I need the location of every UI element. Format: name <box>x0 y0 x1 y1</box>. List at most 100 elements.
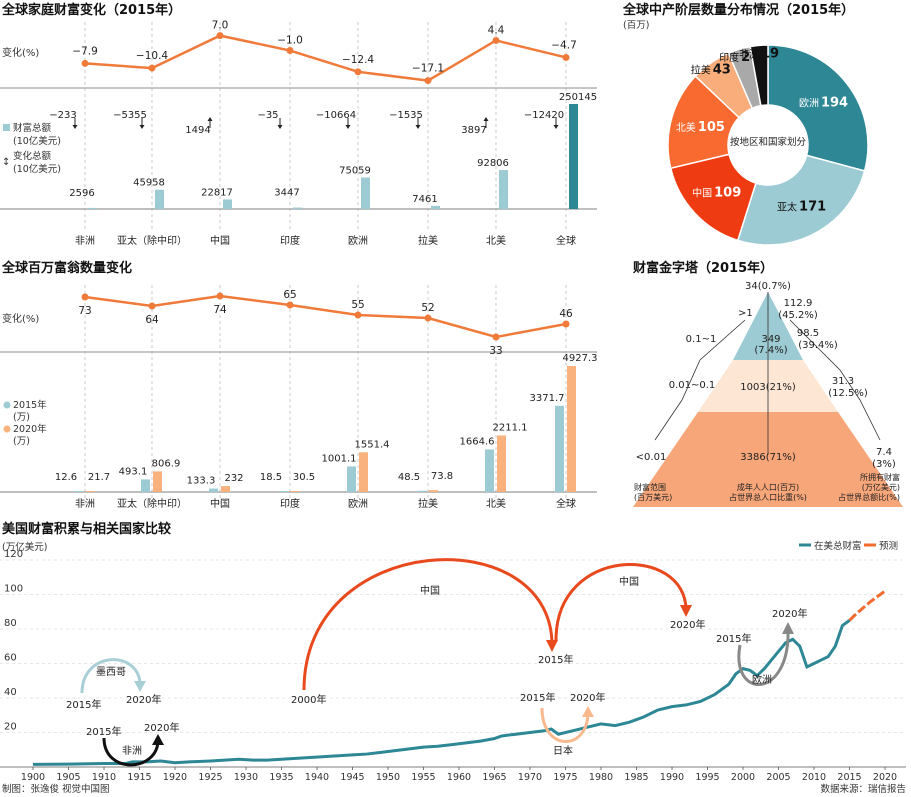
p5-xtick-label: 2020 <box>873 772 897 783</box>
p1-arrowhead-icon <box>553 125 559 129</box>
p3-pct-label: 33 <box>489 345 502 357</box>
p3-category-label: 印度 <box>280 497 300 510</box>
p1-arrowhead-icon <box>72 125 78 129</box>
p3-pct-label: 46 <box>559 308 573 320</box>
p3-change-line <box>84 294 567 339</box>
donut-slice-value: 43 <box>713 63 731 78</box>
pyramid-footer-left-1: 财富范围 <box>634 482 666 492</box>
p3-label-2020: 1551.4 <box>355 439 390 450</box>
p5-actual-line <box>32 619 851 766</box>
arc-africa <box>102 737 160 767</box>
arrow-europe-icon <box>782 622 794 634</box>
p3-label-2015: 3371.7 <box>530 393 565 404</box>
p5-xtick-label: 1925 <box>198 772 222 783</box>
p3-category-label: 全球 <box>556 497 576 510</box>
p1-category-label: 亚太（除中印） <box>117 234 187 247</box>
arc-mexico <box>80 658 142 694</box>
p1-wealth-label: 75059 <box>339 165 371 176</box>
p5-xtick-label: 1995 <box>695 772 719 783</box>
p5-xtick-label: 1965 <box>482 772 506 783</box>
donut-slice-label: 亚太 171 <box>777 199 826 214</box>
p3-change-point <box>562 320 570 328</box>
donut-slice-label: 非洲 19 <box>739 46 779 61</box>
donut-slice-category: 北美 <box>676 121 696 134</box>
legend-change-arrow-icon: ↕ <box>2 157 10 168</box>
p1-category-label: 全球 <box>556 234 576 247</box>
pyramid-pop-pct-2: (7.4%) <box>754 345 787 356</box>
donut-slice-value: 109 <box>714 186 741 201</box>
p5-ytick-label: 120 <box>4 549 23 560</box>
p1-arrowhead-icon <box>345 125 351 129</box>
legend-wealth-unit: (10亿美元) <box>13 135 61 147</box>
p3-category-label: 亚太（除中印） <box>117 497 187 510</box>
pyramid-wealth-2: 98.5 <box>797 328 819 339</box>
p5-xtick-label: 1940 <box>305 772 329 783</box>
pyramid-wealth-pct-3: (12.5%) <box>828 388 868 399</box>
legend-2020-unit: (万) <box>13 436 30 447</box>
p3-label-2015: 1664.6 <box>460 436 495 447</box>
legend-change-label: 变化总额 <box>13 150 52 162</box>
pyramid-footer-right-1: 所拥有财富 <box>860 472 900 482</box>
pyramid-range-1: >1 <box>738 308 753 319</box>
p5-ytick-label: 20 <box>4 722 17 733</box>
p5-ytick-label: 80 <box>4 618 17 629</box>
panel2-title: 全球中产阶层数量分布情况（2015年） <box>622 2 854 18</box>
p1-change-label: −5355 <box>113 110 147 121</box>
p3-bar-2015 <box>555 405 564 492</box>
pyramid-pop-2: 349 <box>761 334 780 345</box>
legend-change-unit: (10亿美元) <box>13 163 61 175</box>
label-japan: 日本 <box>553 744 573 757</box>
p3-label-2020: 806.9 <box>152 458 181 469</box>
p3-bar-2015 <box>417 490 426 492</box>
p3-category-label: 中国 <box>210 497 230 510</box>
p5-xtick-label: 1955 <box>411 772 435 783</box>
p3-pct-label: 65 <box>283 289 296 301</box>
p3-category-label: 北美 <box>486 497 506 510</box>
arc-china-2015 <box>554 562 688 641</box>
p5-xtick-label: 1990 <box>660 772 684 783</box>
p5-xtick-label: 1985 <box>624 772 648 783</box>
p3-label-2020: 30.5 <box>293 472 315 483</box>
p3-pct-label: 52 <box>421 302 434 314</box>
p1-category-label: 印度 <box>280 234 300 247</box>
p1-arrowhead-icon <box>139 125 145 129</box>
p3-bar-2020 <box>359 452 368 492</box>
p5-forecast-line <box>848 589 886 622</box>
arrow-china-2000-icon <box>546 640 558 652</box>
p5-ytick-label: 40 <box>4 687 17 698</box>
p1-pct-label: 4.4 <box>488 24 505 36</box>
donut-slice-category: 中国 <box>692 187 712 200</box>
p5-xtick-label: 1945 <box>340 772 364 783</box>
panel5-legend: 在美总财富 预测 <box>799 540 898 552</box>
pyramid-footer-left-2: (百万美元) <box>634 492 672 502</box>
label-mexico-2020: 2020年 <box>126 693 161 706</box>
arc-japan <box>540 707 590 743</box>
p1-wealth-bar <box>293 207 302 209</box>
p1-wealth-label: 22817 <box>201 187 233 198</box>
pyramid-range-4: <0.01 <box>636 452 667 463</box>
p1-change-label: −233 <box>49 110 76 121</box>
p3-category-label: 非洲 <box>75 498 95 510</box>
pyramid-wealth-pct-2: (39.4%) <box>798 340 838 351</box>
label-china-2000: 2000年 <box>291 693 326 706</box>
pyramid-wealth-3: 31.3 <box>832 376 854 387</box>
label-africa: 非洲 <box>122 745 142 757</box>
p5-xtick-label: 2010 <box>802 772 826 783</box>
panel5-unit: (万亿美元) <box>2 541 47 553</box>
pyramid-pop-3: 1003(21%) <box>740 382 796 393</box>
panel3-legend: 2015年 (万) 2020年 (万) <box>3 399 47 447</box>
pyramid-wealth-pct-1: (45.2%) <box>778 310 818 321</box>
p1-change-point <box>148 64 156 72</box>
footer-source: 数据来源：瑞信报告 <box>820 783 906 795</box>
p1-change-point <box>562 53 570 61</box>
p3-bar-2015 <box>485 449 494 492</box>
p3-change-point <box>148 302 156 310</box>
p1-change-point <box>216 32 224 40</box>
p5-xtick-label: 1905 <box>56 772 80 783</box>
p3-bar-2015 <box>279 491 288 492</box>
p3-bar-2020 <box>153 471 162 492</box>
p1-change-point <box>424 77 432 85</box>
label-china-2: 中国 <box>619 575 639 588</box>
p1-change-line <box>84 34 567 82</box>
